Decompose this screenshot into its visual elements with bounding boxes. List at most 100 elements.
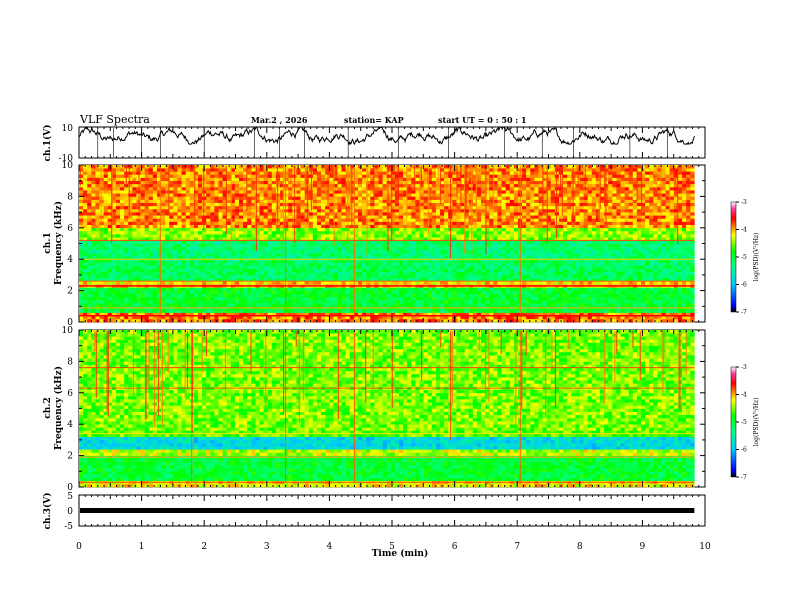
psd-cell (403, 230, 408, 235)
psd-cell (628, 237, 634, 241)
psd-cell (120, 265, 125, 269)
psd-cell (464, 237, 470, 241)
psd-cell (632, 259, 638, 263)
psd-cell (665, 237, 671, 241)
psd-cell (464, 224, 470, 229)
psd-cell (534, 259, 539, 263)
psd-cell (624, 227, 630, 232)
psd-cell (218, 271, 223, 276)
psd-cell (214, 246, 219, 251)
psd-cell (284, 249, 289, 254)
psd-cell (497, 290, 502, 295)
psd-cell (193, 300, 199, 304)
psd-cell (567, 303, 572, 307)
psd-cell (472, 246, 478, 251)
psd-cell (214, 290, 219, 295)
psd-cell (243, 252, 248, 257)
psd-cell (370, 268, 375, 273)
psd-cell (657, 293, 662, 298)
psd-cell (464, 230, 470, 235)
psd-cell (83, 221, 88, 225)
psd-cell (571, 300, 576, 304)
psd-cell (234, 243, 240, 247)
psd-cell (579, 259, 584, 263)
psd-cell (181, 224, 186, 229)
psd-cell (497, 300, 502, 304)
psd-cell (353, 300, 359, 304)
psd-cell (107, 287, 113, 291)
psd-cell (107, 227, 113, 232)
psd-cell (259, 262, 264, 266)
psd-cell (218, 230, 223, 235)
psd-cell (202, 271, 207, 276)
psd-cell (440, 243, 445, 247)
psd-cell (497, 249, 502, 254)
psd-cell (218, 259, 223, 263)
psd-cell (148, 278, 154, 282)
psd-cell (115, 300, 121, 304)
psd-cell (509, 265, 515, 269)
psd-cell (214, 249, 219, 254)
psd-cell (177, 230, 182, 235)
psd-cell (95, 243, 100, 247)
psd-cell (649, 230, 654, 235)
psd-cell (595, 300, 601, 304)
psd-cell (604, 240, 609, 244)
psd-cell (583, 249, 588, 254)
psd-cell (161, 249, 166, 254)
psd-cell (509, 262, 515, 266)
psd-cell (481, 227, 486, 232)
psd-cell (165, 293, 170, 298)
psd-cell (193, 256, 199, 260)
psd-cell (641, 278, 646, 282)
psd-cell (657, 281, 662, 285)
psd-cell (431, 227, 437, 232)
psd-cell (325, 262, 330, 266)
psd-cell (284, 309, 289, 313)
psd-cell (234, 312, 240, 317)
psd-cell (620, 296, 625, 301)
psd-cell (370, 224, 375, 229)
psd-cell (608, 274, 613, 279)
psd-cell (427, 246, 433, 251)
psd-cell (132, 237, 137, 241)
psd-cell (505, 224, 511, 229)
psd-cell (206, 300, 211, 304)
psd-cell (234, 278, 240, 282)
psd-cell (362, 240, 367, 244)
psd-cell (538, 309, 543, 313)
psd-cell (665, 265, 671, 269)
psd-cell (124, 243, 129, 247)
psd-cell (325, 309, 330, 313)
psd-cell (563, 262, 568, 266)
psd-cell (333, 252, 338, 257)
psd-cell (427, 243, 433, 247)
psd-cell (263, 290, 269, 295)
psd-cell (612, 265, 617, 269)
psd-cell (612, 293, 617, 298)
psd-cell (579, 290, 584, 295)
psd-cell (140, 230, 145, 235)
psd-cell (263, 293, 269, 298)
psd-cell (632, 303, 638, 307)
psd-cell (308, 278, 314, 282)
psd-cell (587, 312, 593, 317)
psd-cell (238, 303, 244, 307)
psd-cell (189, 262, 195, 266)
psd-cell (234, 303, 240, 307)
psd-cell (575, 227, 580, 232)
psd-cell (690, 271, 695, 276)
psd-cell (169, 221, 174, 225)
psd-cell (407, 271, 412, 276)
psd-cell (259, 256, 264, 260)
psd-cell (316, 256, 322, 260)
psd-cell (394, 221, 400, 225)
psd-cell (325, 227, 330, 232)
psd-cell (448, 287, 453, 291)
psd-cell (476, 265, 482, 269)
psd-cell (472, 259, 478, 263)
psd-cell (472, 293, 478, 298)
psd-cell (87, 234, 92, 238)
psd-cell (616, 259, 621, 263)
psd-cell (103, 315, 109, 320)
